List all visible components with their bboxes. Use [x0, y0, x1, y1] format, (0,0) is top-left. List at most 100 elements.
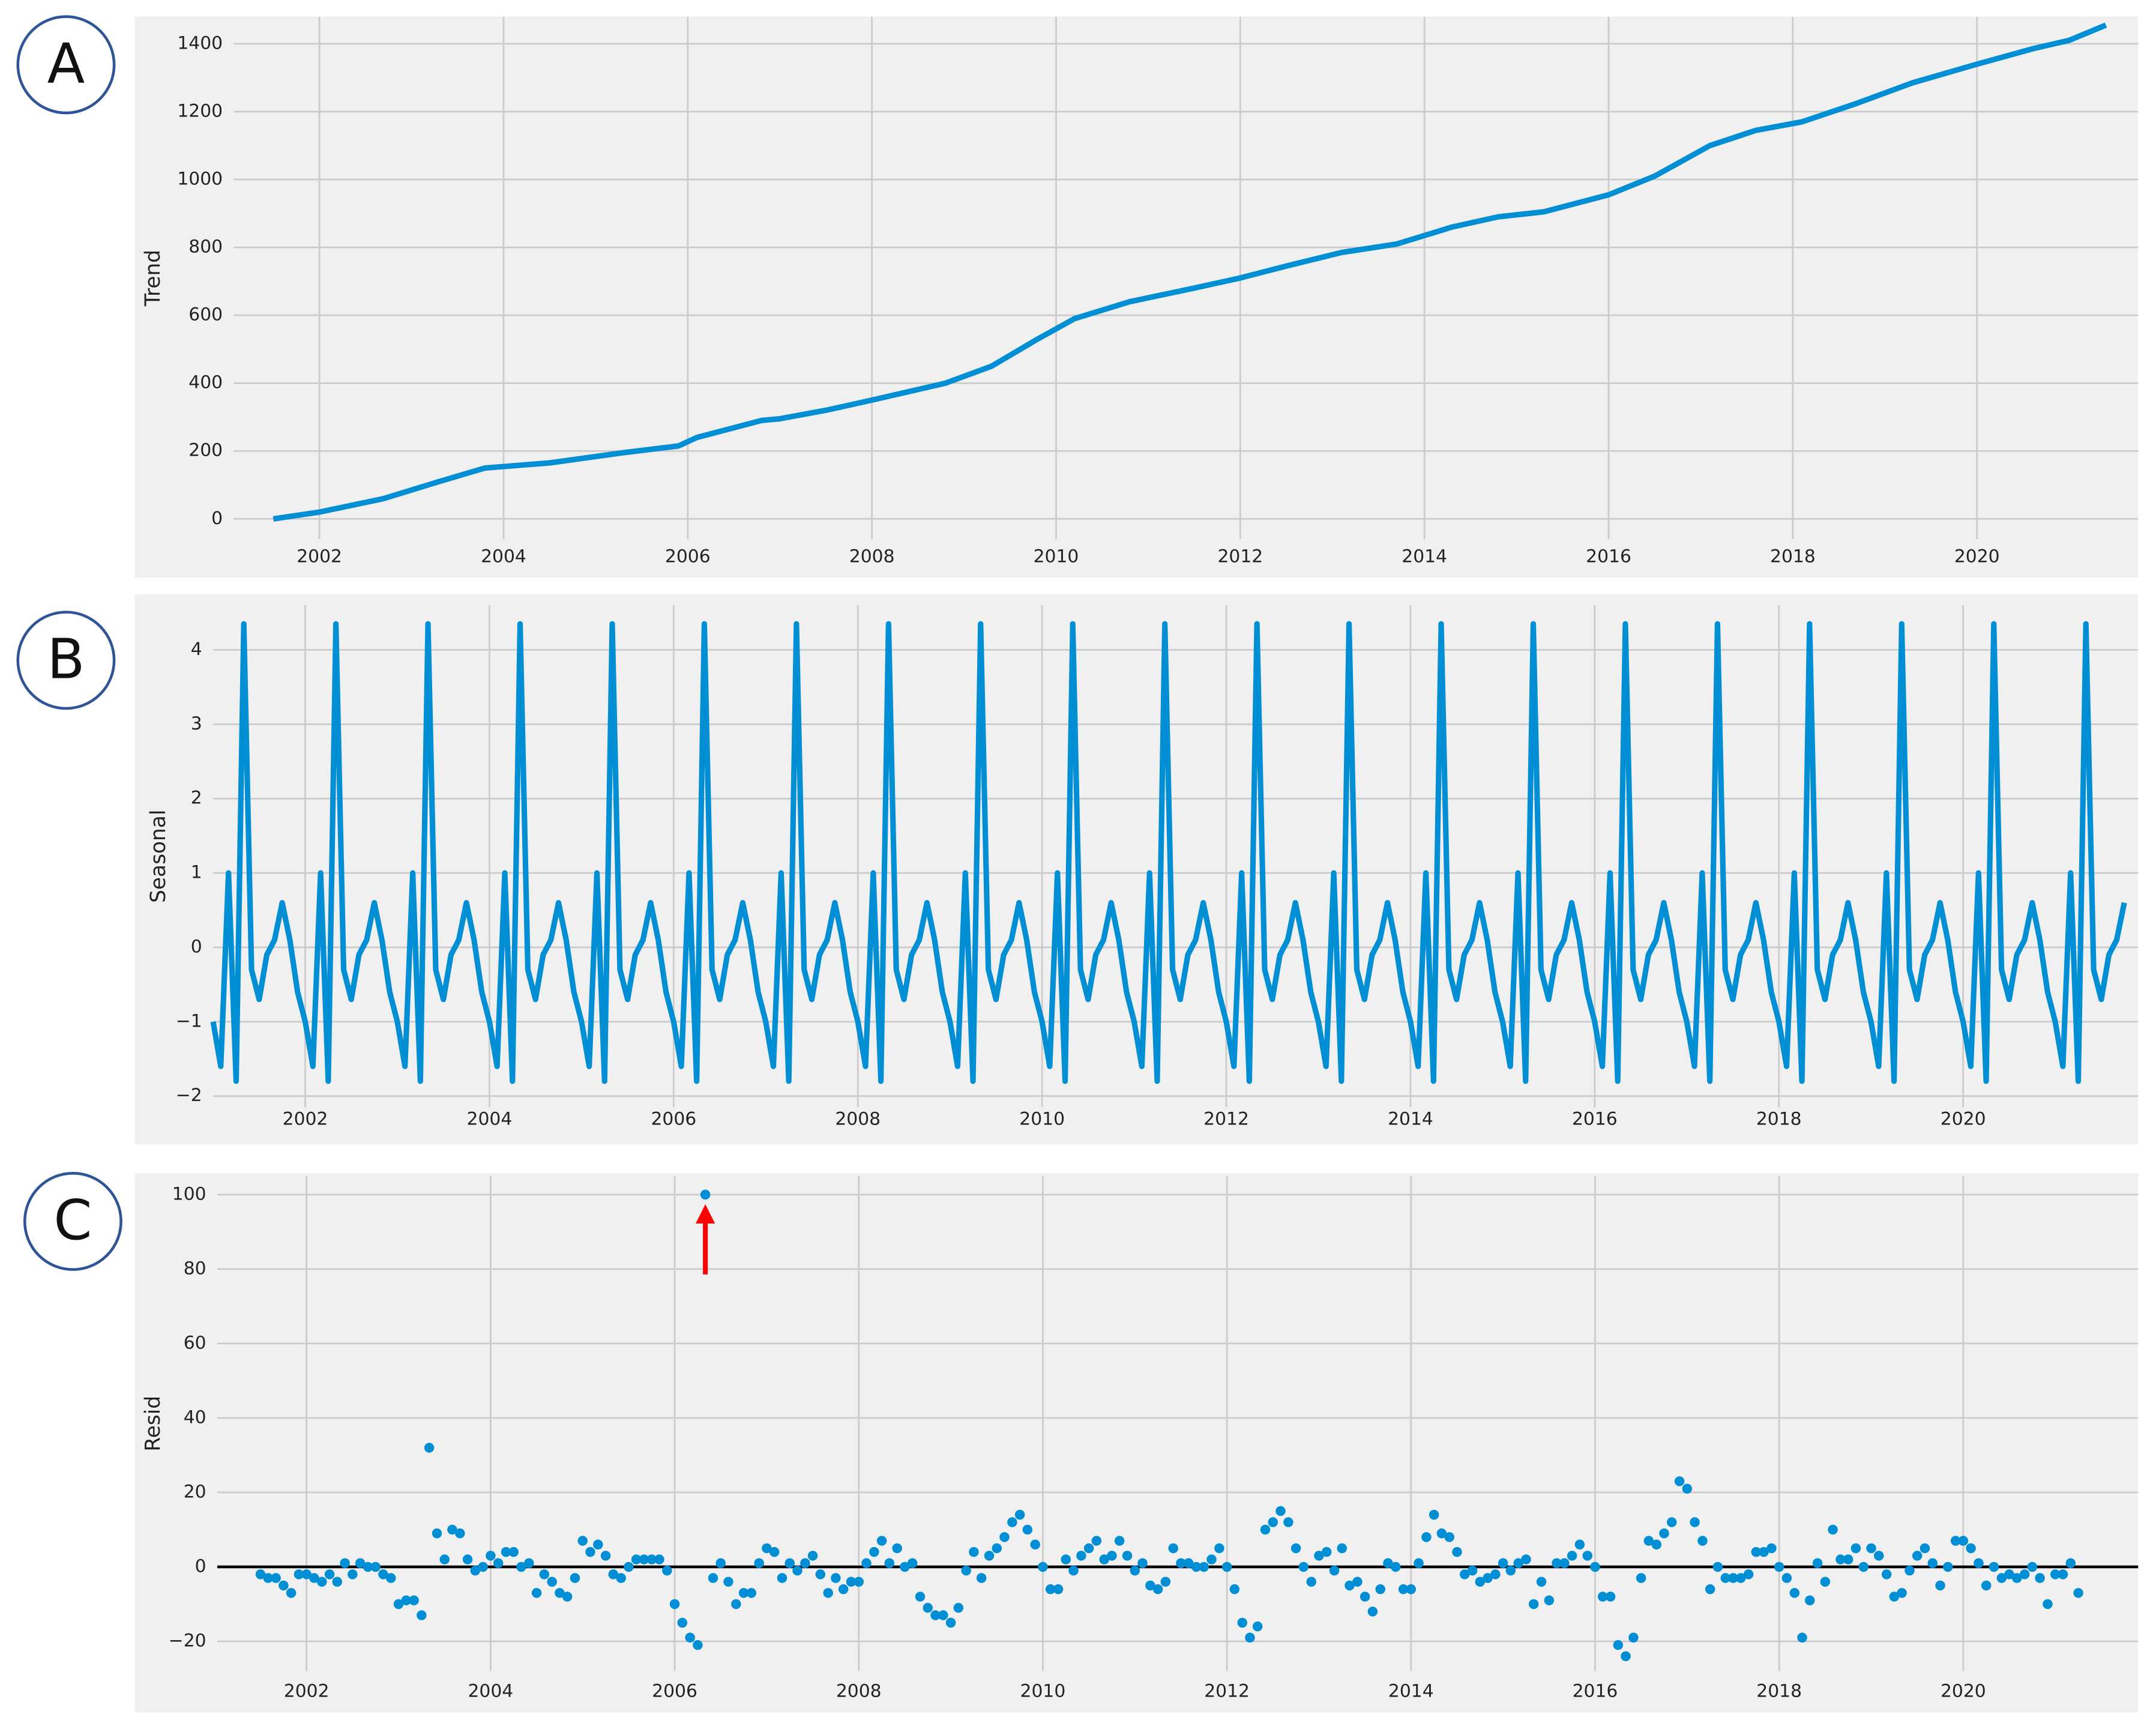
data-point [754, 1558, 764, 1568]
data-point [1781, 1573, 1792, 1583]
data-point [892, 1543, 902, 1554]
y-tick-label: 4 [191, 639, 202, 660]
data-point [1053, 1584, 1064, 1595]
data-point [493, 1558, 504, 1568]
data-point [577, 1536, 588, 1546]
data-point [2027, 1562, 2038, 1572]
data-point [1843, 1554, 1853, 1565]
data-point [1390, 1562, 1401, 1572]
data-point [1107, 1551, 1117, 1561]
x-tick-label: 2010 [1019, 1108, 1065, 1129]
data-point [1467, 1565, 1478, 1576]
panel-badge [16, 611, 116, 710]
data-point [1122, 1551, 1133, 1561]
y-axis-label: Seasonal [146, 810, 170, 903]
data-point [1912, 1551, 1923, 1561]
data-point [1866, 1543, 1876, 1554]
data-point [984, 1551, 995, 1561]
panel-letter: C [53, 1188, 92, 1252]
data-point [1804, 1595, 1815, 1605]
data-point [1659, 1528, 1669, 1539]
data-point [1245, 1632, 1255, 1643]
y-tick-label: 20 [184, 1481, 206, 1502]
data-point [723, 1577, 733, 1587]
x-tick-label: 2014 [1388, 1680, 1434, 1701]
data-point [1590, 1562, 1600, 1572]
data-point [1452, 1546, 1462, 1557]
y-axis-label: Trend [141, 250, 165, 307]
data-line [210, 621, 2127, 1084]
data-point [1521, 1554, 1531, 1565]
data-point [1759, 1546, 1769, 1557]
data-point [1229, 1584, 1240, 1595]
data-point [1935, 1580, 1945, 1591]
data-point [1176, 1558, 1186, 1568]
data-point [1375, 1584, 1385, 1595]
y-tick-label: 1 [191, 862, 202, 883]
data-point [1544, 1595, 1555, 1605]
data-point [846, 1577, 857, 1587]
data-point [1797, 1632, 1807, 1643]
data-point [255, 1569, 266, 1580]
data-point [1199, 1562, 1209, 1572]
data-point [2050, 1569, 2061, 1580]
data-point [738, 1588, 749, 1598]
data-point [876, 1536, 887, 1546]
data-point [1007, 1517, 1017, 1527]
y-tick-label: −20 [169, 1630, 206, 1651]
data-point [600, 1551, 611, 1561]
y-tick-label: 0 [211, 508, 223, 529]
data-point [930, 1610, 941, 1620]
data-point [401, 1595, 412, 1605]
x-tick-label: 2010 [1020, 1680, 1066, 1701]
data-point [1974, 1558, 1984, 1568]
data-point [1114, 1536, 1125, 1546]
data-point [1083, 1543, 1094, 1554]
data-point [746, 1588, 757, 1598]
panel-badge [23, 1171, 122, 1271]
data-point [1490, 1569, 1501, 1580]
data-point [831, 1573, 841, 1583]
data-point [263, 1573, 273, 1583]
data-point [1858, 1562, 1869, 1572]
data-point [1436, 1528, 1447, 1539]
data-point [271, 1573, 281, 1583]
data-point [631, 1554, 642, 1565]
data-point [1643, 1536, 1654, 1546]
data-point [1828, 1524, 1838, 1535]
data-point [1221, 1562, 1232, 1572]
data-point [669, 1599, 680, 1610]
data-point [424, 1443, 435, 1453]
data-point [516, 1562, 526, 1572]
data-point [938, 1610, 948, 1620]
data-point [731, 1599, 741, 1610]
data-point [1360, 1592, 1370, 1602]
x-tick-label: 2018 [1770, 546, 1816, 567]
data-point [593, 1539, 603, 1549]
data-point [1306, 1577, 1316, 1587]
data-point [340, 1558, 350, 1568]
data-point [784, 1558, 795, 1568]
x-tick-label: 2012 [1217, 546, 1263, 567]
data-point [1513, 1558, 1524, 1568]
data-point [294, 1569, 304, 1580]
panel-badge [16, 15, 116, 115]
x-tick-label: 2008 [835, 1108, 881, 1129]
data-point [478, 1562, 488, 1572]
data-point [2043, 1599, 2053, 1610]
data-point [700, 1189, 711, 1200]
data-point [1820, 1577, 1831, 1587]
panel: 2002 2004 2006 2008 2010 2012 2014 2016 2018 2020… [16, 594, 2139, 1145]
data-point [900, 1562, 910, 1572]
data-point [1022, 1524, 1033, 1535]
data-point [562, 1592, 573, 1602]
data-point [1981, 1580, 1992, 1591]
data-point [1889, 1592, 1900, 1602]
x-tick-label: 2004 [481, 546, 526, 567]
y-tick-label: 400 [188, 372, 223, 393]
data-point [976, 1573, 987, 1583]
data-point [792, 1565, 802, 1576]
x-tick-label: 2016 [1573, 1680, 1618, 1701]
data-point [1812, 1558, 1823, 1568]
data-point [1352, 1577, 1363, 1587]
